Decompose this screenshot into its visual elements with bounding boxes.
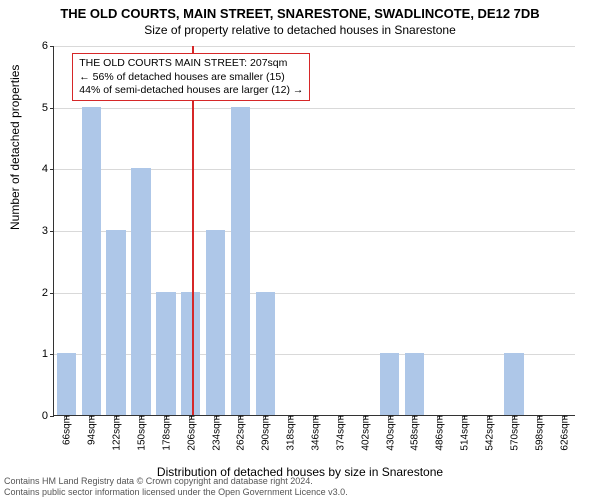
plot-area: 012345666sqm94sqm122sqm150sqm178sqm206sq… [53,46,575,416]
xtick-label: 486sqm [433,415,446,451]
xtick-label: 262sqm [234,415,247,451]
bar [231,107,250,415]
xtick-label: 94sqm [85,415,98,445]
xtick-label: 458sqm [408,415,421,451]
xtick-label: 430sqm [383,415,396,451]
xtick-label: 374sqm [333,415,346,451]
ytick-label: 4 [34,163,54,175]
xtick-label: 66sqm [60,415,73,445]
xtick-label: 290sqm [259,415,272,451]
bar [106,230,125,415]
property-size-chart: THE OLD COURTS, MAIN STREET, SNARESTONE,… [0,0,600,500]
ytick-label: 5 [34,102,54,114]
annotation-box: THE OLD COURTS MAIN STREET: 207sqm← 56% … [72,53,310,100]
xtick-label: 598sqm [532,415,545,451]
xtick-label: 346sqm [309,415,322,451]
bar [156,292,175,415]
xtick-label: 206sqm [184,415,197,451]
annotation-line: THE OLD COURTS MAIN STREET: 207sqm [79,57,303,70]
ytick-label: 3 [34,225,54,237]
xtick-label: 402sqm [358,415,371,451]
bar [206,230,225,415]
bar [82,107,101,415]
marker-line [192,46,194,415]
ytick-label: 2 [34,287,54,299]
bar [380,353,399,415]
bar [256,292,275,415]
ytick-label: 6 [34,40,54,52]
ytick-label: 0 [34,410,54,422]
gridline [54,108,575,109]
xtick-label: 234sqm [209,415,222,451]
bar [405,353,424,415]
annotation-line: ← 56% of detached houses are smaller (15… [79,71,303,84]
xtick-label: 178sqm [159,415,172,451]
bar [504,353,523,415]
xtick-label: 150sqm [135,415,148,451]
chart-footer: Contains HM Land Registry data © Crown c… [4,476,348,498]
xtick-label: 514sqm [458,415,471,451]
annotation-line: 44% of semi-detached houses are larger (… [79,84,303,97]
footer-line: Contains HM Land Registry data © Crown c… [4,476,348,487]
chart-title: THE OLD COURTS, MAIN STREET, SNARESTONE,… [0,0,600,21]
bar [131,168,150,415]
xtick-label: 626sqm [557,415,570,451]
footer-line: Contains public sector information licen… [4,487,348,498]
xtick-label: 318sqm [284,415,297,451]
chart-subtitle: Size of property relative to detached ho… [0,21,600,37]
y-axis-label: Number of detached properties [8,65,22,230]
xtick-label: 542sqm [483,415,496,451]
ytick-label: 1 [34,348,54,360]
bar [57,353,76,415]
xtick-label: 570sqm [507,415,520,451]
gridline [54,46,575,47]
xtick-label: 122sqm [110,415,123,451]
